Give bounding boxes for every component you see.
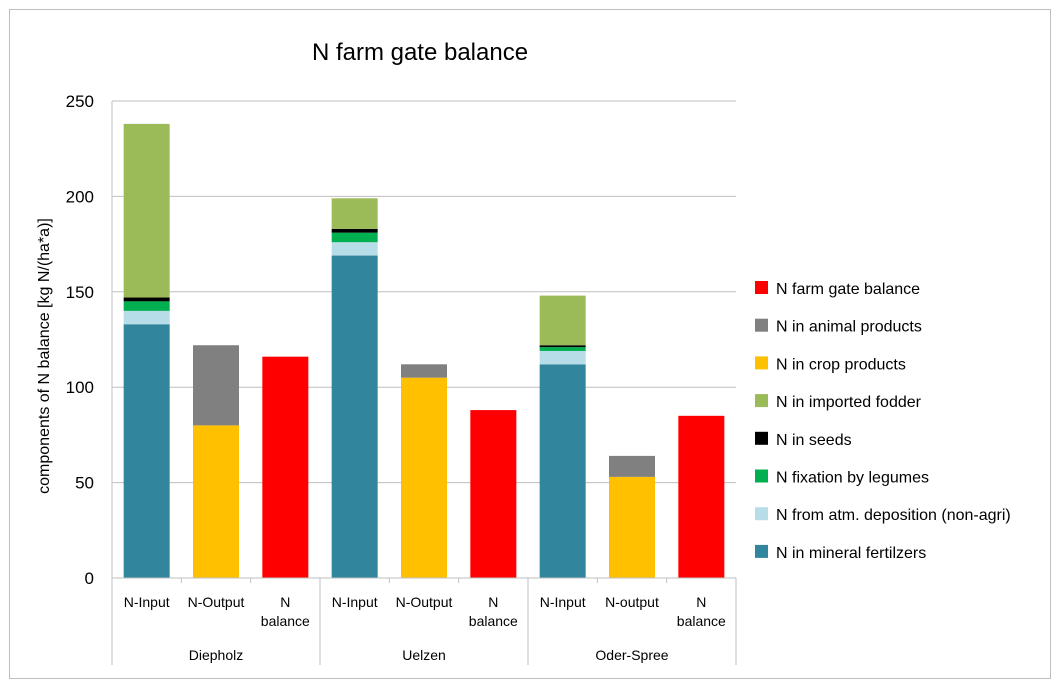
bar-segment xyxy=(539,295,586,346)
group-label: Diepholz xyxy=(189,647,243,663)
bar-segment xyxy=(123,324,170,578)
y-tick-label: 250 xyxy=(66,92,94,111)
bar-segment xyxy=(539,347,586,351)
chart-frame xyxy=(9,9,1051,679)
y-tick-label: 0 xyxy=(85,569,94,588)
legend-label: N from atm. deposition (non-agri) xyxy=(776,507,1011,524)
legend-swatch xyxy=(755,394,768,408)
y-tick-label: 100 xyxy=(66,378,94,397)
group-label: Uelzen xyxy=(402,647,446,663)
bar-segment xyxy=(331,228,378,233)
y-tick-label: 50 xyxy=(75,474,94,493)
bar-segment xyxy=(123,297,170,302)
legend-swatch xyxy=(755,356,768,370)
bar-segment xyxy=(331,232,378,243)
legend-label: N fixation by legumes xyxy=(776,470,929,487)
bar-segment xyxy=(609,455,655,477)
legend-swatch xyxy=(755,281,768,294)
x-tick-label: N-Output xyxy=(188,594,245,610)
x-tick-label: N-output xyxy=(605,594,659,610)
legend-label: N in crop products xyxy=(776,356,906,373)
y-tick-label: 200 xyxy=(66,187,94,206)
legend-label: N farm gate balance xyxy=(776,281,920,298)
x-tick-label: N-Output xyxy=(396,594,453,610)
bar-segment xyxy=(193,345,239,426)
bar-segment xyxy=(401,377,447,578)
bar-segment xyxy=(331,255,378,578)
group-label: Oder-Spree xyxy=(595,647,668,663)
legend-label: N in imported fodder xyxy=(776,394,922,411)
bars-layer xyxy=(123,123,725,578)
legend-swatch xyxy=(755,544,768,558)
bar-segment xyxy=(123,301,170,311)
legend-label: N in seeds xyxy=(776,432,852,449)
bar-segment xyxy=(539,345,586,348)
legend-label: N in mineral fertilzers xyxy=(776,545,926,562)
bar-segment xyxy=(609,476,655,578)
chart-title: N farm gate balance xyxy=(312,39,528,66)
bar-segment xyxy=(470,410,517,578)
x-tick-label: N-Input xyxy=(332,594,378,610)
y-tick-label: 150 xyxy=(66,283,94,302)
legend-swatch xyxy=(755,507,768,521)
bar-segment xyxy=(539,350,586,365)
bar-segment xyxy=(193,425,239,578)
legend-label: N in animal products xyxy=(776,319,922,336)
bar-segment xyxy=(539,364,586,578)
bar-segment xyxy=(123,310,170,325)
legend-swatch xyxy=(755,318,768,332)
y-axis-label: components of N balance [kg N/(ha*a)] xyxy=(36,218,53,494)
bar-segment xyxy=(331,242,378,256)
bar-segment xyxy=(678,415,725,578)
bar-segment xyxy=(262,356,309,578)
bar-segment xyxy=(401,364,447,378)
bar-segment xyxy=(331,198,378,229)
legend-swatch xyxy=(755,431,768,445)
legend-swatch xyxy=(755,469,768,483)
x-tick-label: N-Input xyxy=(540,594,586,610)
bar-segment xyxy=(123,123,170,298)
x-tick-label: N-Input xyxy=(124,594,170,610)
legend: N farm gate balance N in animal products N… xyxy=(755,281,1011,562)
